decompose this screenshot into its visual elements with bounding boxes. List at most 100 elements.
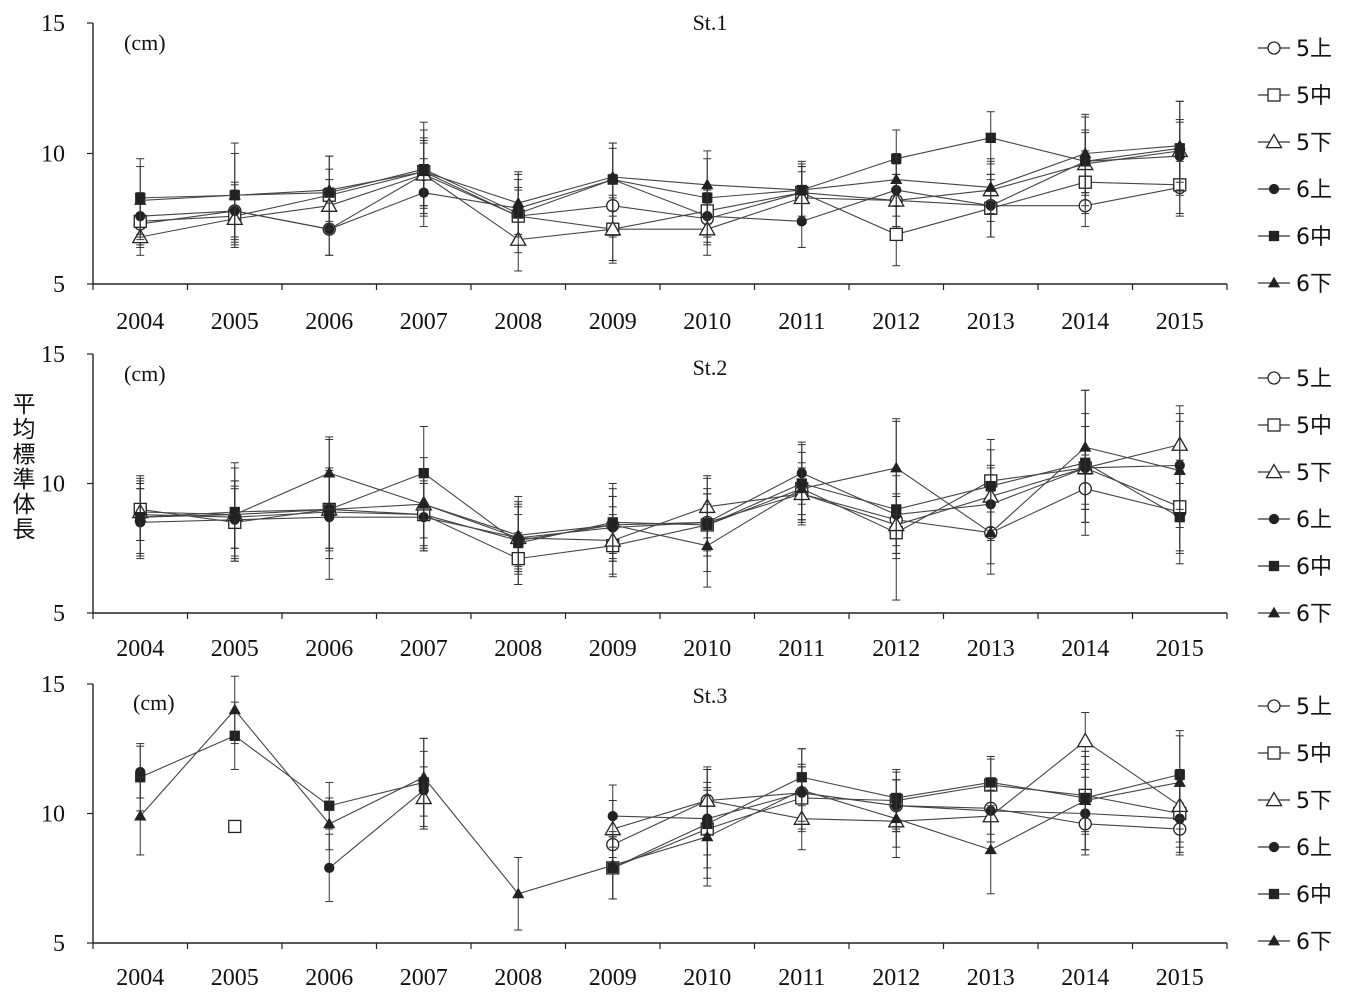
data-point	[795, 783, 808, 795]
series-line-segment	[234, 472, 330, 516]
series-line-segment	[423, 776, 519, 895]
series-line-segment	[612, 176, 708, 186]
legend-marker	[1268, 230, 1280, 242]
x-tick-label: 2006	[305, 965, 353, 991]
chart-panel-2: 5 10 15 2004 2005 2006 2007 2008 2009 2010 2011 201…	[41, 342, 1332, 662]
x-tick-label: 2007	[400, 309, 448, 335]
series-line-segment	[896, 818, 991, 851]
series-line-segment	[801, 482, 897, 510]
legend-marker	[1267, 606, 1281, 618]
series-line-segment	[518, 205, 613, 217]
series-5中	[133, 137, 1187, 267]
data-point	[228, 508, 241, 519]
legend-marker	[1265, 133, 1283, 149]
data-point	[984, 181, 997, 192]
series-line-segment	[707, 792, 802, 820]
series-line-segment	[139, 709, 236, 817]
data-point	[985, 132, 996, 143]
chart-panel-1: 5 10 15 2004 2005 2006 2007 2008 2009 2010 2011 201…	[41, 10, 1332, 335]
series-line-segment	[423, 173, 519, 241]
series-line-segment	[707, 197, 802, 230]
data-point	[795, 482, 808, 494]
series-line-segment	[896, 781, 991, 799]
series-line-segment	[1085, 147, 1180, 162]
series-line-segment	[329, 472, 424, 510]
series-line-segment	[234, 194, 330, 217]
x-tick-label: 2009	[589, 965, 637, 991]
series-line-segment	[329, 776, 424, 825]
series-5上	[133, 142, 1187, 256]
legend-marker	[1268, 888, 1280, 900]
data-point	[323, 817, 336, 829]
data-point	[134, 510, 147, 522]
series-line-segment	[234, 735, 330, 807]
series-line-segment	[518, 545, 613, 560]
series-line-segment	[140, 218, 235, 238]
series-line-segment	[140, 194, 235, 202]
series-line-segment	[707, 192, 802, 212]
series-line-segment	[1085, 774, 1180, 799]
series-line-segment	[1085, 467, 1180, 508]
series-line-segment	[612, 179, 708, 217]
x-tick-label: 2008	[494, 309, 542, 335]
legend-label: 5上	[1296, 695, 1332, 720]
legend-label: 6中	[1296, 225, 1332, 250]
unit-label: (cm)	[124, 361, 166, 386]
chart-panel-3: 5 10 15 2004 2005 2006 2007 2008 2009 2010 2011 201…	[41, 672, 1332, 991]
series-line-segment	[1085, 446, 1180, 472]
legend-label: 6上	[1296, 178, 1332, 203]
data-point	[417, 497, 430, 509]
legend-marker	[1267, 699, 1281, 713]
series-line-segment	[707, 800, 802, 820]
x-tick-label: 2008	[494, 636, 542, 662]
legend-marker	[1265, 463, 1283, 479]
data-point	[228, 188, 241, 200]
y-tick-label: 5	[53, 272, 65, 298]
series-line-segment	[801, 158, 897, 191]
series-line-segment	[801, 789, 897, 820]
series-line-segment	[896, 519, 991, 534]
x-tick-label: 2006	[305, 309, 353, 335]
series-line-segment	[329, 503, 424, 510]
legend-label: 5中	[1296, 414, 1332, 439]
series-line-segment	[801, 818, 897, 822]
legend-marker	[1267, 276, 1281, 288]
x-tick-label: 2004	[116, 636, 164, 662]
data-point	[134, 809, 147, 821]
data-point	[1079, 794, 1092, 805]
series-line-segment	[329, 173, 424, 207]
series-line-segment	[990, 810, 1086, 815]
series-line-segment	[801, 493, 897, 521]
y-tick-label: 15	[41, 672, 65, 698]
series-6中	[135, 389, 1185, 601]
data-point	[701, 539, 714, 551]
data-point	[889, 227, 903, 242]
series-line-segment	[1085, 794, 1180, 815]
series-line-segment	[612, 210, 708, 230]
series-line-segment	[707, 192, 802, 220]
series-line-segment	[328, 789, 425, 869]
series-6上	[135, 413, 1185, 573]
data-point	[228, 819, 242, 834]
series-line-segment	[518, 176, 613, 204]
series-line-segment	[234, 508, 330, 523]
legend-label: 5中	[1296, 84, 1332, 109]
series-line-segment	[423, 171, 519, 204]
series-line-segment	[612, 521, 708, 529]
legend-label: 6上	[1296, 836, 1332, 861]
series-6中	[135, 701, 1185, 900]
series-line-segment	[1085, 444, 1180, 469]
x-tick-label: 2012	[872, 965, 920, 991]
data-point	[984, 843, 997, 855]
data-point	[1079, 440, 1092, 452]
series-line-segment	[423, 171, 519, 217]
data-point	[890, 173, 903, 185]
data-point	[890, 812, 903, 824]
legend-marker	[1267, 371, 1281, 385]
series-line-segment	[706, 488, 803, 547]
series-5中	[133, 426, 1187, 586]
legend-label: 5中	[1296, 742, 1332, 767]
y-tick-label: 15	[41, 342, 65, 368]
y-tick-label: 15	[41, 11, 65, 37]
data-point	[604, 220, 622, 236]
